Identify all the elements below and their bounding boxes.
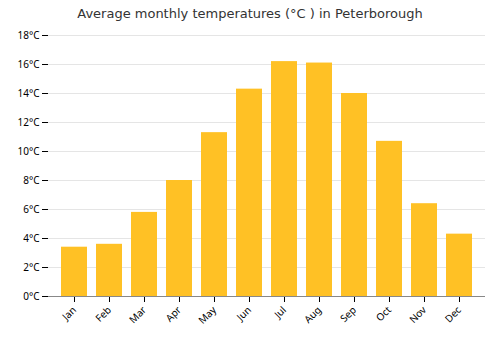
svg-text:May: May (195, 302, 220, 327)
svg-text:4°C: 4°C (23, 231, 40, 245)
svg-text:10°C: 10°C (17, 144, 40, 158)
svg-text:Jan: Jan (58, 303, 79, 324)
svg-text:Oct: Oct (373, 303, 395, 325)
svg-text:12°C: 12°C (17, 115, 40, 129)
svg-text:Jul: Jul (270, 303, 289, 322)
svg-text:18°C: 18°C (17, 28, 40, 42)
svg-text:8°C: 8°C (23, 173, 40, 187)
svg-text:2°C: 2°C (23, 260, 40, 274)
svg-text:0°C: 0°C (23, 289, 40, 303)
svg-text:Aug: Aug (301, 303, 324, 326)
svg-text:16°C: 16°C (17, 57, 40, 71)
svg-text:Apr: Apr (162, 303, 184, 325)
svg-text:14°C: 14°C (17, 86, 40, 100)
svg-text:6°C: 6°C (23, 202, 40, 216)
html-text:Average monthly temperatures (: Average monthly temperatures (°C ) in Pe… (77, 6, 423, 21)
svg-text:Jun: Jun (233, 303, 254, 324)
svg-text:Dec: Dec (441, 303, 464, 326)
svg-text:Sep: Sep (337, 303, 359, 325)
svg-text:Feb: Feb (92, 303, 114, 325)
svg-text:Mar: Mar (126, 303, 149, 326)
svg-text:Nov: Nov (406, 302, 430, 326)
